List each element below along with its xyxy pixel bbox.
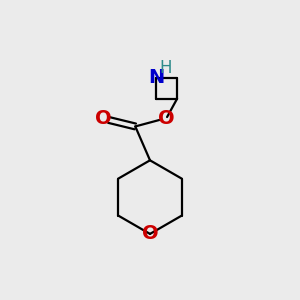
Text: O: O (158, 109, 174, 128)
Text: H: H (159, 59, 172, 77)
Text: O: O (94, 109, 111, 128)
Text: N: N (148, 68, 164, 87)
Text: O: O (142, 224, 158, 243)
